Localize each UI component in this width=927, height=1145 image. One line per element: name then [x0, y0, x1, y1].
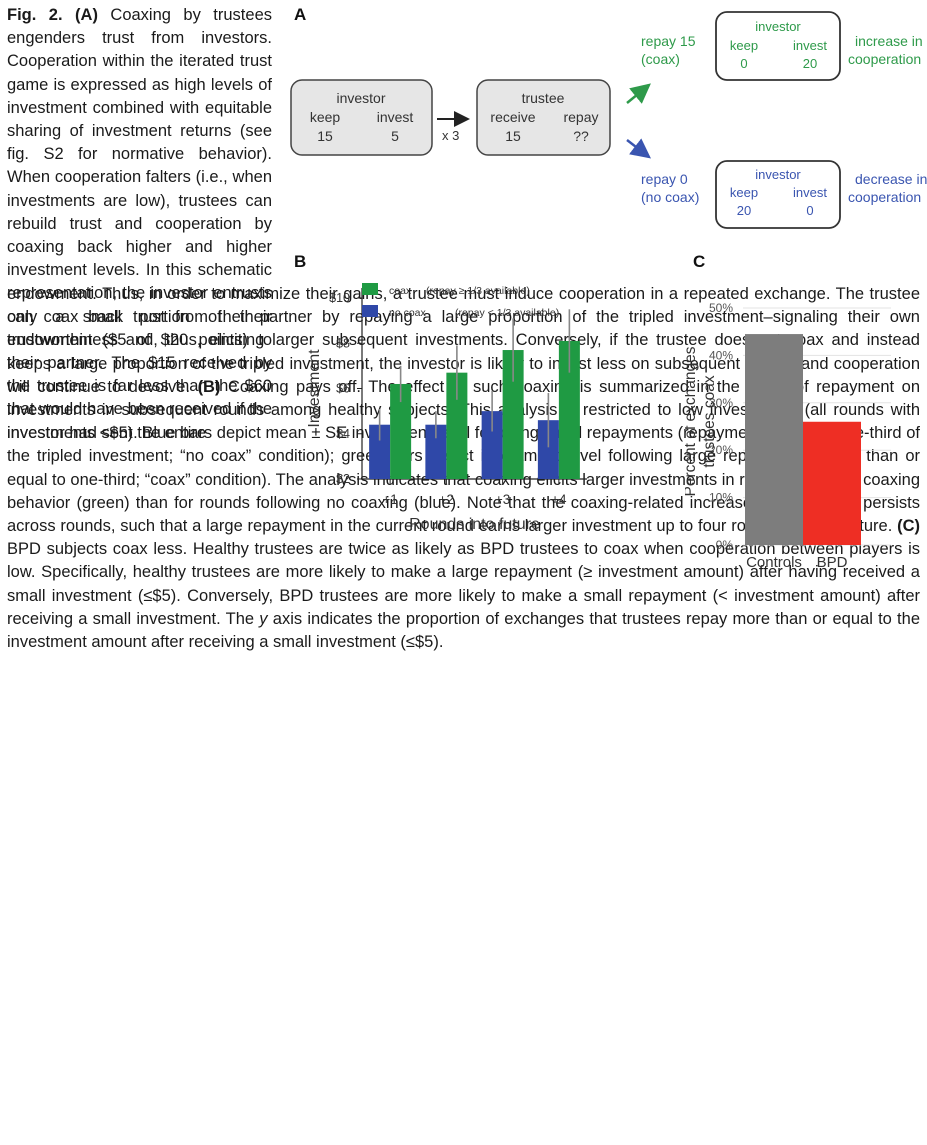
caption-c-label: (C): [897, 517, 920, 536]
coax-investor-box: investor keep invest 0 20: [715, 11, 841, 81]
chart-c-y-tick-label: 0%: [716, 538, 734, 552]
panel-b-label: B: [294, 252, 306, 271]
coax-keep-value: 0: [740, 56, 747, 71]
chart-b-legend-swatch: [362, 305, 378, 317]
nocoax-arrow: [626, 138, 651, 159]
coax-keep-label: keep: [730, 38, 758, 53]
nocoax-keep-label: keep: [730, 185, 758, 200]
chart-b-x-label: Rounds into future: [409, 516, 540, 533]
chart-b-y-tick-label: $4: [336, 427, 350, 441]
nocoax-branch-line1: repay 0: [641, 171, 688, 187]
chart-b-bar-nocoax: [369, 424, 391, 479]
caption-b-label: (B): [197, 377, 221, 396]
coax-invest-label: invest: [793, 38, 827, 53]
nocoax-outcome-line1: decrease in: [855, 171, 927, 187]
trustee-receive-value: 15: [505, 128, 521, 144]
chart-b-legend-note: (repay < 1/3 available): [455, 307, 559, 319]
chart-b-bar-coax: [558, 340, 580, 479]
coax-invest-value: 20: [803, 56, 817, 71]
chart-c-y-label-line: trustees coax: [701, 375, 718, 467]
figure-panels: A investor keep invest 15 5 x 3 trustee …: [290, 5, 927, 271]
investor-keep-value: 15: [317, 128, 333, 144]
coax-outcome-line1: increase in: [855, 33, 923, 49]
investor-invest-label: invest: [377, 109, 414, 125]
chart-c-bar-bpd: [803, 421, 861, 545]
figure-label: Fig. 2.: [7, 6, 63, 24]
caption-c-text-2: axis indicates the proportion of exchang…: [7, 609, 920, 652]
caption-column: Fig. 2. (A) Coaxing by trustees engender…: [7, 4, 272, 445]
chart-b-bar-nocoax: [425, 424, 447, 479]
chart-c-x-tick-label: BPD: [817, 554, 848, 571]
chart-c-y-tick-label: 50%: [709, 301, 733, 315]
chart-b-legend-name: no coax: [389, 307, 427, 319]
panel-a-label: A: [294, 5, 306, 24]
chart-b-bar-coax: [502, 350, 524, 479]
coax-box-title: investor: [755, 19, 801, 34]
chart-b-bar-nocoax: [537, 420, 559, 479]
caption-c-text-1: BPD subjects coax less. Healthy trustees…: [7, 540, 920, 628]
caption-a-lead: Coaxing by trustees engenders trust from…: [7, 6, 272, 442]
trustee-box: trustee receive repay 15 ??: [476, 79, 611, 156]
chart-c-y-tick-label: 40%: [709, 348, 733, 362]
caption-a-label: (A): [75, 6, 98, 24]
chart-b-y-label: Investment: [306, 349, 323, 428]
chart-b-bar-coax: [446, 372, 468, 479]
chart-b-x-tick-label: +4: [551, 492, 567, 507]
chart-c-y-label-line: Percent of exchanges: [685, 346, 699, 496]
chart-b-bar-coax: [390, 383, 412, 479]
nocoax-keep-value: 20: [737, 203, 751, 218]
nocoax-invest-value: 0: [806, 203, 813, 218]
panel-c-label: C: [693, 252, 705, 271]
nocoax-box-title: investor: [755, 167, 801, 182]
chart-b-y-tick-label: $8: [336, 336, 350, 350]
multiplier-label: x 3: [442, 128, 459, 143]
chart-b-bar-nocoax: [481, 411, 503, 479]
coax-outcome-line2: cooperation: [848, 51, 921, 67]
nocoax-investor-box: investor keep invest 20 0: [715, 160, 841, 229]
chart-c-bar-controls: [745, 334, 803, 545]
chart-c-y-tick-label: 20%: [709, 443, 733, 457]
caption-a-tail: endowment. Thus, in order to maximize th…: [7, 285, 920, 396]
chart-b-legend-name: coax: [389, 285, 412, 297]
trustee-repay-label: repay: [563, 109, 598, 125]
chart-b-x-tick-label: +3: [495, 492, 510, 507]
nocoax-branch-line2: (no coax): [641, 189, 699, 205]
investor-keep-label: keep: [310, 109, 341, 125]
coax-arrow: [626, 83, 651, 104]
coax-branch-line2: (coax): [641, 51, 680, 67]
chart-c-y-tick-label: 10%: [709, 491, 733, 505]
trustee-receive-label: receive: [490, 109, 535, 125]
chart-b-y-tick-label: $2: [336, 472, 350, 486]
trustee-repay-value: ??: [573, 128, 589, 144]
nocoax-invest-label: invest: [793, 185, 827, 200]
chart-b-legend-note: (repay ≥ 1/3 available): [426, 285, 530, 297]
chart-b-y-tick-label: $10: [329, 291, 350, 305]
chart-b-y-tick-label: $6: [336, 382, 350, 396]
investor-box-title: investor: [336, 90, 385, 106]
chart-c-y-tick-label: 30%: [709, 396, 733, 410]
chart-b-x-tick-label: +1: [382, 492, 397, 507]
chart-b-legend-swatch: [362, 283, 378, 295]
coax-branch-line1: repay 15: [641, 33, 696, 49]
chart-c-x-tick-label: Controls: [746, 554, 802, 571]
investor-invest-value: 5: [391, 128, 399, 144]
chart-c-percent-coax: 0% 10% 20% 30% 40% 50% Controls BPD Percent of e…: [685, 301, 891, 571]
trustee-box-title: trustee: [522, 90, 565, 106]
caption-c-y: y: [259, 609, 268, 628]
chart-b-x-tick-label: +2: [439, 492, 454, 507]
nocoax-outcome-line2: cooperation: [848, 189, 921, 205]
investor-box: investor keep invest 15 5: [290, 79, 433, 156]
chart-b-investment: $2 $4 $6 $8 $10 +1 +2 +3 +4 Rounds into future Inv…: [306, 283, 587, 533]
